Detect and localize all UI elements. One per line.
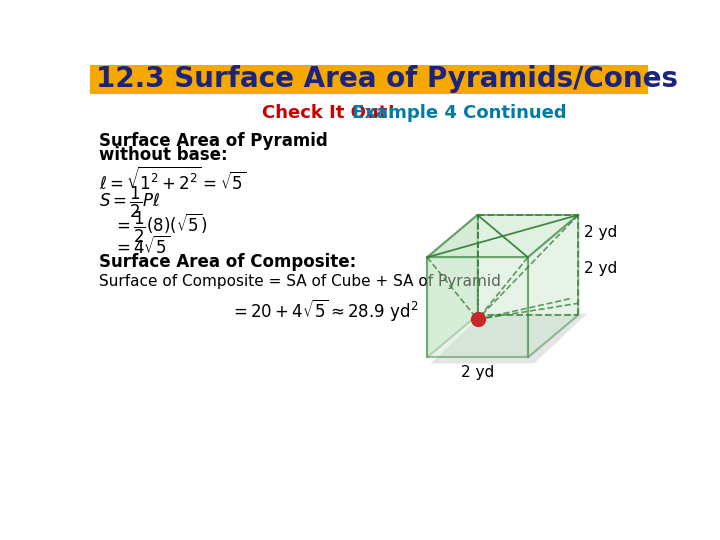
Text: without base:: without base: bbox=[99, 146, 228, 164]
Text: Surface Area of Composite:: Surface Area of Composite: bbox=[99, 253, 356, 271]
Polygon shape bbox=[431, 314, 588, 363]
Text: Surface Area of Pyramid: Surface Area of Pyramid bbox=[99, 132, 328, 150]
Text: $= 4\sqrt{5}$: $= 4\sqrt{5}$ bbox=[113, 236, 171, 258]
Text: Surface of Composite = SA of Cube + SA of Pyramid: Surface of Composite = SA of Cube + SA o… bbox=[99, 274, 501, 289]
Text: $\ell = \sqrt{1^2 + 2^2} = \sqrt{5}$: $\ell = \sqrt{1^2 + 2^2} = \sqrt{5}$ bbox=[99, 166, 247, 194]
FancyBboxPatch shape bbox=[90, 65, 648, 94]
Text: 2 yd: 2 yd bbox=[461, 365, 494, 380]
Text: Check It Out!: Check It Out! bbox=[262, 104, 395, 122]
Polygon shape bbox=[528, 215, 578, 357]
Text: $= 20 + 4\sqrt{5} \approx 28.9 \text{ yd}^2$: $= 20 + 4\sqrt{5} \approx 28.9 \text{ yd… bbox=[230, 298, 418, 323]
Text: 2 yd: 2 yd bbox=[585, 225, 618, 240]
Text: $= \dfrac{1}{2}(8)(\sqrt{5})$: $= \dfrac{1}{2}(8)(\sqrt{5})$ bbox=[113, 210, 208, 245]
Text: 2 yd: 2 yd bbox=[585, 261, 618, 276]
Text: 12.3 Surface Area of Pyramids/Cones: 12.3 Surface Area of Pyramids/Cones bbox=[96, 65, 678, 93]
Text: $S = \dfrac{1}{2}P\ell$: $S = \dfrac{1}{2}P\ell$ bbox=[99, 185, 161, 220]
Text: Example 4 Continued: Example 4 Continued bbox=[346, 104, 567, 122]
Polygon shape bbox=[427, 257, 528, 357]
Polygon shape bbox=[427, 215, 477, 357]
Polygon shape bbox=[427, 215, 578, 257]
